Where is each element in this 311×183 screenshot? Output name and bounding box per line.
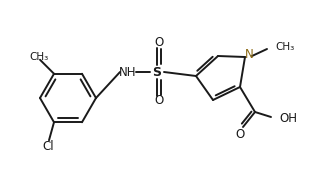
Text: O: O xyxy=(235,128,245,141)
Text: Cl: Cl xyxy=(42,140,54,153)
Text: O: O xyxy=(154,36,164,49)
Text: OH: OH xyxy=(279,113,297,126)
Text: CH₃: CH₃ xyxy=(29,52,49,62)
Text: CH₃: CH₃ xyxy=(275,42,294,52)
Text: O: O xyxy=(154,94,164,107)
Text: S: S xyxy=(152,66,161,79)
Text: NH: NH xyxy=(119,66,137,79)
Text: N: N xyxy=(245,48,253,61)
